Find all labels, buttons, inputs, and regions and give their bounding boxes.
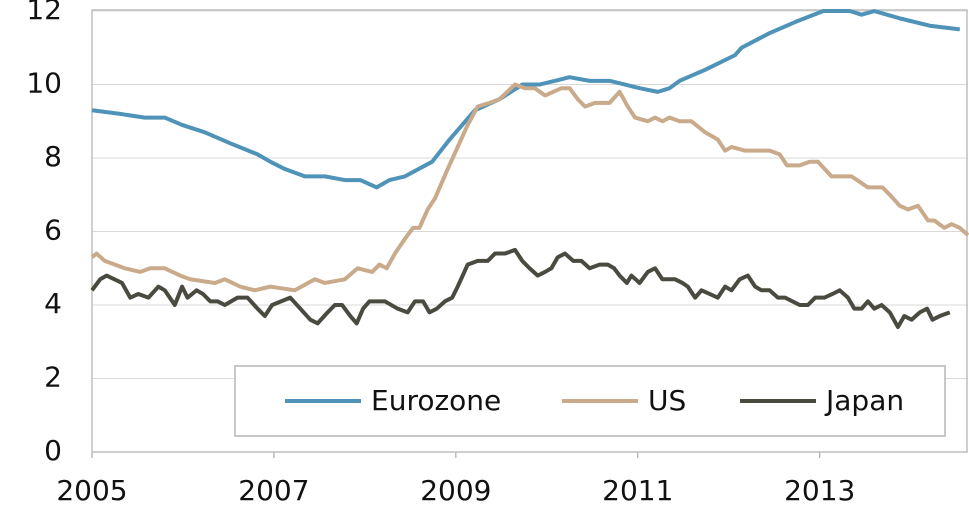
y-tick-label: 10 xyxy=(26,67,62,100)
x-tick-label: 2013 xyxy=(784,474,855,507)
legend-label: Japan xyxy=(824,384,904,417)
x-tick-label: 2011 xyxy=(602,474,673,507)
y-tick-label: 6 xyxy=(44,214,62,247)
legend-label: Eurozone xyxy=(371,384,501,417)
legend-label: US xyxy=(648,384,686,417)
y-tick-label: 8 xyxy=(44,140,62,173)
plot-frame xyxy=(91,9,968,453)
line-series xyxy=(90,247,951,330)
line-series xyxy=(90,82,969,293)
y-tick-label: 0 xyxy=(44,434,62,467)
y-tick-label: 12 xyxy=(26,0,62,26)
y-tick-label: 4 xyxy=(44,287,62,320)
line-series xyxy=(91,9,961,190)
x-tick-label: 2007 xyxy=(238,474,309,507)
x-tick-label: 2009 xyxy=(420,474,491,507)
y-tick-label: 2 xyxy=(44,361,62,394)
x-tick-label: 2005 xyxy=(56,474,127,507)
